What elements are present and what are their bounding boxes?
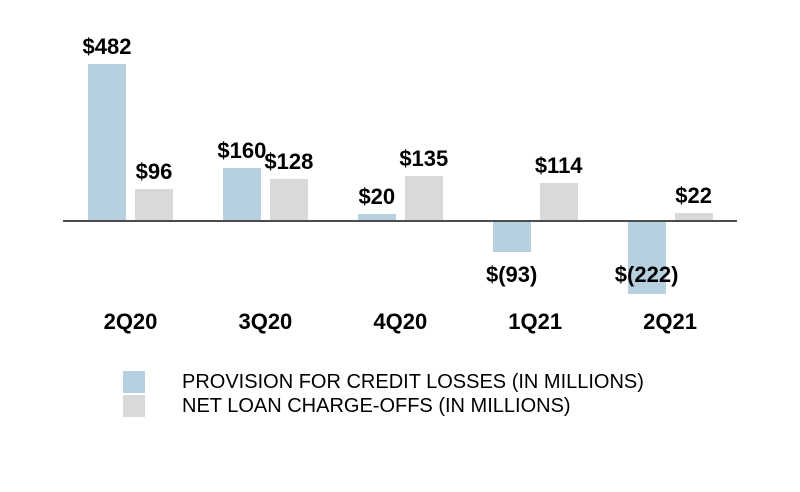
value-label-provision-4q20: $20 bbox=[358, 184, 396, 209]
legend-label-provision: PROVISION FOR CREDIT LOSSES (IN MILLIONS… bbox=[182, 371, 644, 393]
charge-offs-gray-swatch bbox=[123, 395, 145, 417]
provision-bar-3q20 bbox=[222, 168, 261, 220]
provision-bar-4q20 bbox=[357, 214, 396, 220]
value-label-charge-offs-4q20: $135 bbox=[399, 146, 449, 171]
legend-label-chargeoffs: NET LOAN CHARGE-OFFS (IN MILLIONS) bbox=[182, 395, 571, 417]
charge-offs-bar-2q20 bbox=[135, 189, 173, 220]
x-axis-line bbox=[63, 220, 737, 222]
provision-blue-swatch bbox=[123, 371, 145, 393]
value-label-charge-offs-2q20: $96 bbox=[135, 159, 173, 184]
charge-offs-bar-1q21 bbox=[539, 183, 578, 220]
provision-bar-1q21 bbox=[492, 222, 531, 252]
category-label-2q20: 2Q20 bbox=[103, 309, 158, 334]
category-label-1q21: 1Q21 bbox=[508, 309, 563, 334]
category-label-2q21: 2Q21 bbox=[643, 309, 697, 334]
legend: PROVISION FOR CREDIT LOSSES (IN MILLIONS… bbox=[123, 370, 644, 418]
value-label-charge-offs-1q21: $114 bbox=[534, 153, 583, 178]
category-label-3q20: 3Q20 bbox=[238, 309, 293, 334]
value-label-provision-2q21: $(222) bbox=[614, 262, 679, 287]
category-label-4q20: 4Q20 bbox=[373, 309, 428, 334]
value-label-provision-3q20: $160 bbox=[217, 138, 267, 163]
value-label-charge-offs-3q20: $128 bbox=[264, 149, 314, 174]
legend-item-chargeoffs: NET LOAN CHARGE-OFFS (IN MILLIONS) bbox=[123, 394, 644, 418]
legend-item-provision: PROVISION FOR CREDIT LOSSES (IN MILLIONS… bbox=[123, 370, 644, 394]
provision-bar-2q21 bbox=[627, 222, 666, 294]
value-label-provision-2q20: $482 bbox=[82, 34, 132, 59]
charge-offs-bar-2q21 bbox=[674, 213, 713, 220]
charge-offs-bar-4q20 bbox=[404, 176, 443, 220]
value-label-charge-offs-2q21: $22 bbox=[675, 183, 712, 208]
value-label-provision-1q21: $(93) bbox=[486, 262, 538, 287]
provision-bar-2q20 bbox=[88, 64, 126, 220]
charge-offs-bar-3q20 bbox=[269, 179, 308, 220]
